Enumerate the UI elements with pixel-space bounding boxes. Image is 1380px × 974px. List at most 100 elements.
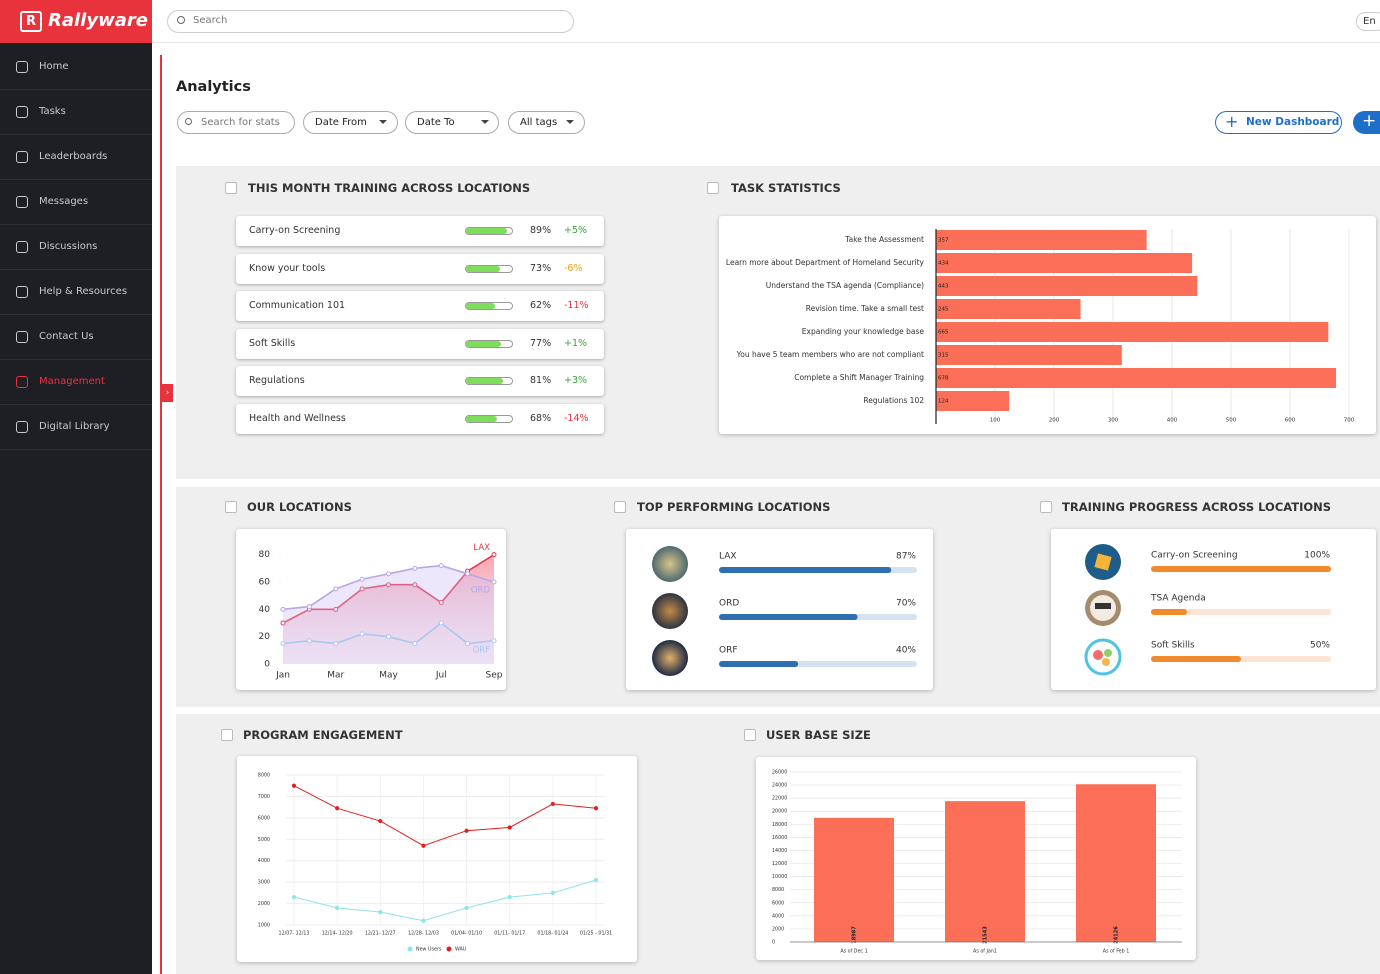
row-name: Communication 101 [249, 300, 346, 312]
nav-label: Digital Library [39, 421, 110, 432]
search-box[interactable]: Search [167, 10, 574, 33]
nav-item[interactable] [0, 270, 152, 315]
nav-label: Discussions [39, 241, 98, 252]
new-dashboard-button[interactable]: New Dashboard [1215, 111, 1342, 134]
language[interactable]: En [1356, 12, 1380, 31]
checkbox[interactable] [225, 501, 237, 513]
date-to-text: Date To [417, 117, 455, 128]
progress-fill [466, 303, 495, 310]
search-icon [177, 16, 185, 24]
progress-fill [466, 416, 498, 422]
row-change: -14% [564, 413, 589, 424]
new-dashboard-label: New Dashboard [1246, 116, 1340, 128]
progress-fill [466, 378, 504, 385]
panel-title: THIS MONTH TRAINING ACROSS LOCATIONS [248, 181, 531, 195]
nav-icon [16, 376, 28, 388]
tags-text: All tags [520, 117, 558, 128]
panel-title: TOP PERFORMING LOCATIONS [637, 500, 831, 514]
nav-item[interactable] [0, 45, 152, 90]
tags[interactable]: All tags [508, 111, 585, 134]
collapse-toggle[interactable]: › [162, 384, 173, 402]
nav-item[interactable] [0, 90, 152, 135]
brand: Rallyware [48, 10, 148, 31]
row-change: +5% [564, 225, 588, 236]
add-button[interactable]: + [1353, 111, 1380, 134]
date-from[interactable]: Date From [303, 111, 398, 134]
caret [566, 120, 574, 124]
caret [481, 120, 489, 124]
row-value: 89% [530, 225, 552, 236]
nav-icon [16, 421, 28, 433]
row-name: Soft Skills [249, 337, 296, 349]
nav-icon [16, 331, 28, 343]
plus-icon: + [1225, 112, 1239, 131]
row-value: 73% [530, 262, 552, 274]
search-placeholder: Search [193, 15, 228, 26]
training-row [236, 366, 604, 397]
caret [379, 120, 387, 124]
locations-card [236, 529, 506, 690]
nav-icon [16, 241, 28, 253]
stats-search[interactable]: Search for stats [177, 111, 295, 134]
progress-fill [466, 265, 500, 272]
nav-item[interactable] [0, 405, 152, 450]
row-value: 68% [530, 413, 552, 424]
nav-item[interactable] [0, 180, 152, 225]
checkbox[interactable] [221, 729, 233, 741]
training-row [236, 291, 604, 322]
date-to[interactable]: Date To [405, 111, 499, 134]
progress-fill [466, 340, 502, 347]
row-change: +1% [564, 337, 588, 349]
row-name: Health and Wellness [249, 413, 346, 424]
checkbox[interactable] [744, 729, 756, 741]
task-chart-card [719, 216, 1376, 434]
panel-title: OUR LOCATIONS [247, 500, 352, 514]
row-value: 77% [530, 337, 552, 349]
stats-search-text: Search for stats [201, 117, 280, 128]
nav-icon [16, 106, 28, 118]
row-name: Know your tools [249, 262, 326, 274]
page-title: Analytics [176, 79, 251, 95]
nav-icon [16, 151, 28, 163]
checkbox[interactable] [614, 501, 626, 513]
logo[interactable]: R Rallyware [0, 0, 152, 43]
row-name: Carry-on Screening [249, 225, 341, 236]
nav-label: Messages [39, 196, 89, 207]
top-locations-card [626, 529, 933, 690]
row-change: -11% [564, 300, 589, 312]
checkbox[interactable] [707, 182, 719, 194]
row-value: 81% [530, 375, 552, 387]
progress-card [1051, 529, 1376, 690]
nav-icon [16, 61, 28, 73]
nav-label: Tasks [39, 106, 66, 117]
nav-item[interactable] [0, 360, 152, 405]
checkbox[interactable] [225, 182, 237, 194]
nav-item[interactable] [0, 135, 152, 180]
nav-label: Leaderboards [39, 151, 108, 162]
nav-label: Help & Resources [39, 286, 128, 297]
training-row [236, 328, 604, 359]
nav-icon [16, 196, 28, 208]
row-change: +3% [564, 375, 588, 387]
row-change: -6% [564, 262, 583, 274]
training-row [236, 216, 604, 246]
date-from-text: Date From [315, 117, 367, 128]
training-row [236, 404, 604, 434]
engagement-card [237, 756, 637, 962]
progress-fill [466, 228, 507, 234]
panel-title: USER BASE SIZE [766, 728, 871, 742]
logo-mark: R [20, 11, 42, 32]
nav-item[interactable] [0, 225, 152, 270]
checkbox[interactable] [1040, 501, 1052, 513]
row-value: 62% [530, 300, 552, 312]
panel-title: TRAINING PROGRESS ACROSS LOCATIONS [1062, 500, 1332, 514]
nav-label: Contact Us [39, 331, 94, 342]
nav-item[interactable] [0, 315, 152, 360]
nav-label: Management [39, 376, 105, 387]
training-row [236, 253, 604, 284]
user-base-card [756, 757, 1196, 960]
panel-title: TASK STATISTICS [731, 181, 841, 195]
stats-search-icon [185, 118, 192, 125]
content-divider [160, 55, 162, 974]
